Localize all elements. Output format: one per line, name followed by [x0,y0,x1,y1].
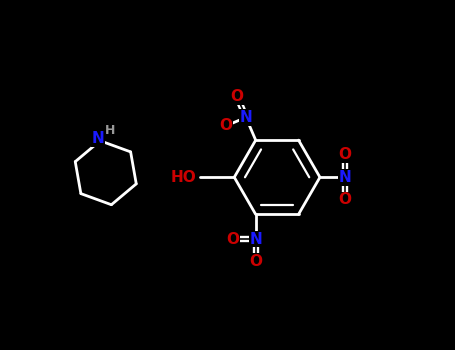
Text: O: O [227,232,240,247]
Text: O: O [249,254,262,269]
Text: HO: HO [170,170,196,185]
Text: O: O [338,192,351,207]
Text: O: O [338,147,351,162]
Text: O: O [231,89,243,104]
Text: N: N [249,232,262,247]
Text: N: N [239,110,252,125]
Text: N: N [91,131,104,146]
Text: O: O [219,118,233,133]
Text: H: H [105,124,115,137]
Text: N: N [339,170,351,185]
